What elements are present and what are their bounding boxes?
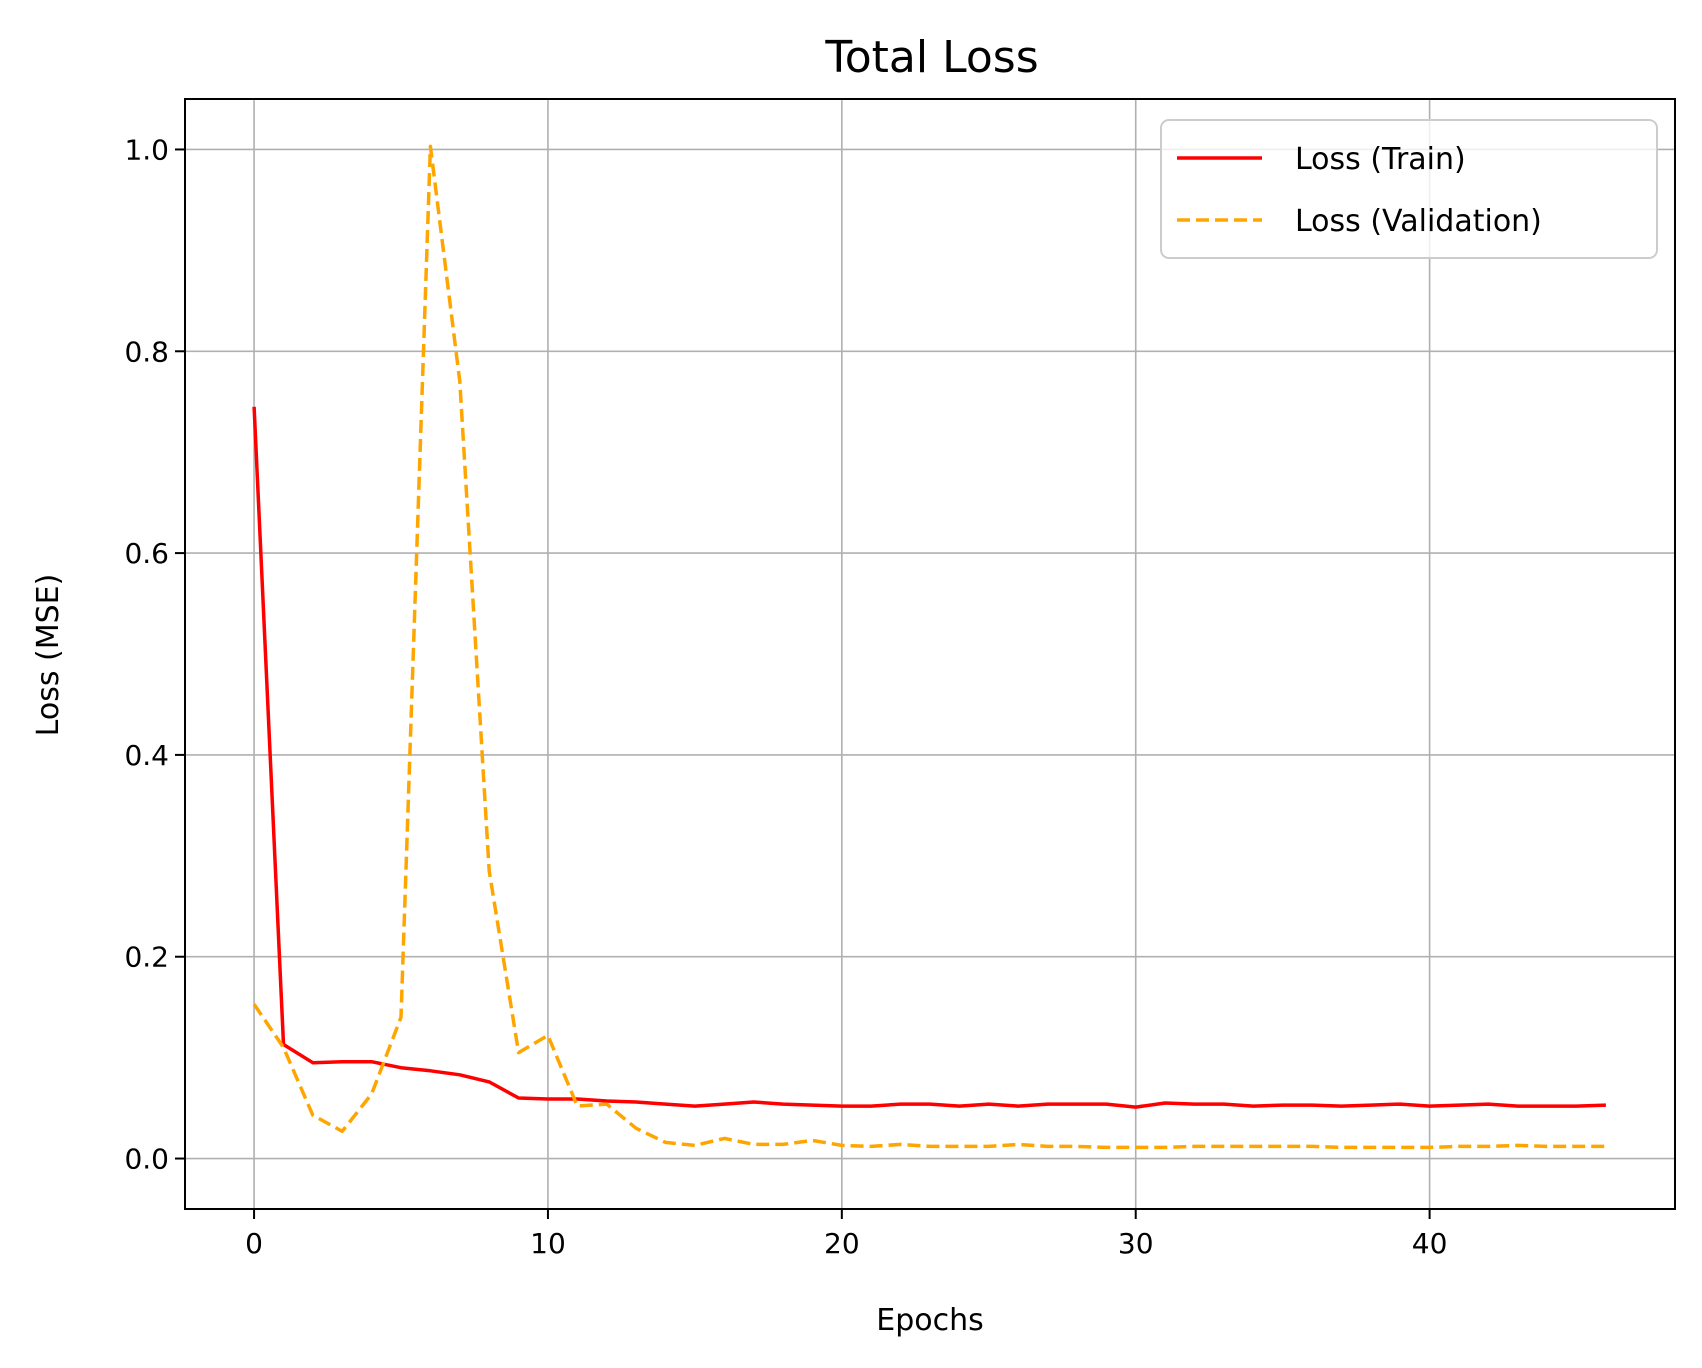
- x-tick-label: 30: [1118, 1227, 1154, 1260]
- x-tick-label: 40: [1412, 1227, 1448, 1260]
- y-axis-ticks: 0.0 0.2 0.4 0.6 0.8 1.0: [124, 133, 185, 1176]
- y-tick-label: 0.2: [124, 941, 169, 974]
- y-tick-label: 0.0: [124, 1143, 169, 1176]
- x-tick-label: 10: [530, 1227, 566, 1260]
- y-tick-label: 1.0: [124, 133, 169, 166]
- x-axis-ticks: 0 10 20 30 40: [245, 1209, 1447, 1260]
- y-axis-label: Loss (MSE): [31, 574, 66, 737]
- x-axis-label: Epochs: [876, 1303, 984, 1338]
- y-tick-label: 0.4: [124, 739, 169, 772]
- x-tick-label: 0: [245, 1227, 263, 1260]
- y-tick-label: 0.8: [124, 335, 169, 368]
- legend-label-validation: Loss (Validation): [1295, 204, 1542, 239]
- chart-title: Total Loss: [824, 32, 1038, 83]
- y-tick-label: 0.6: [124, 537, 169, 570]
- plot-frame: [184, 98, 1676, 1210]
- legend: Loss (Train) Loss (Validation): [1160, 119, 1658, 259]
- series-line-train: [252, 406, 1606, 1109]
- legend-label-train: Loss (Train): [1295, 142, 1466, 177]
- x-tick-label: 20: [824, 1227, 860, 1260]
- legend-box: [1160, 119, 1658, 259]
- series-line-validation: [252, 144, 1606, 1150]
- series-layer: [252, 144, 1606, 1150]
